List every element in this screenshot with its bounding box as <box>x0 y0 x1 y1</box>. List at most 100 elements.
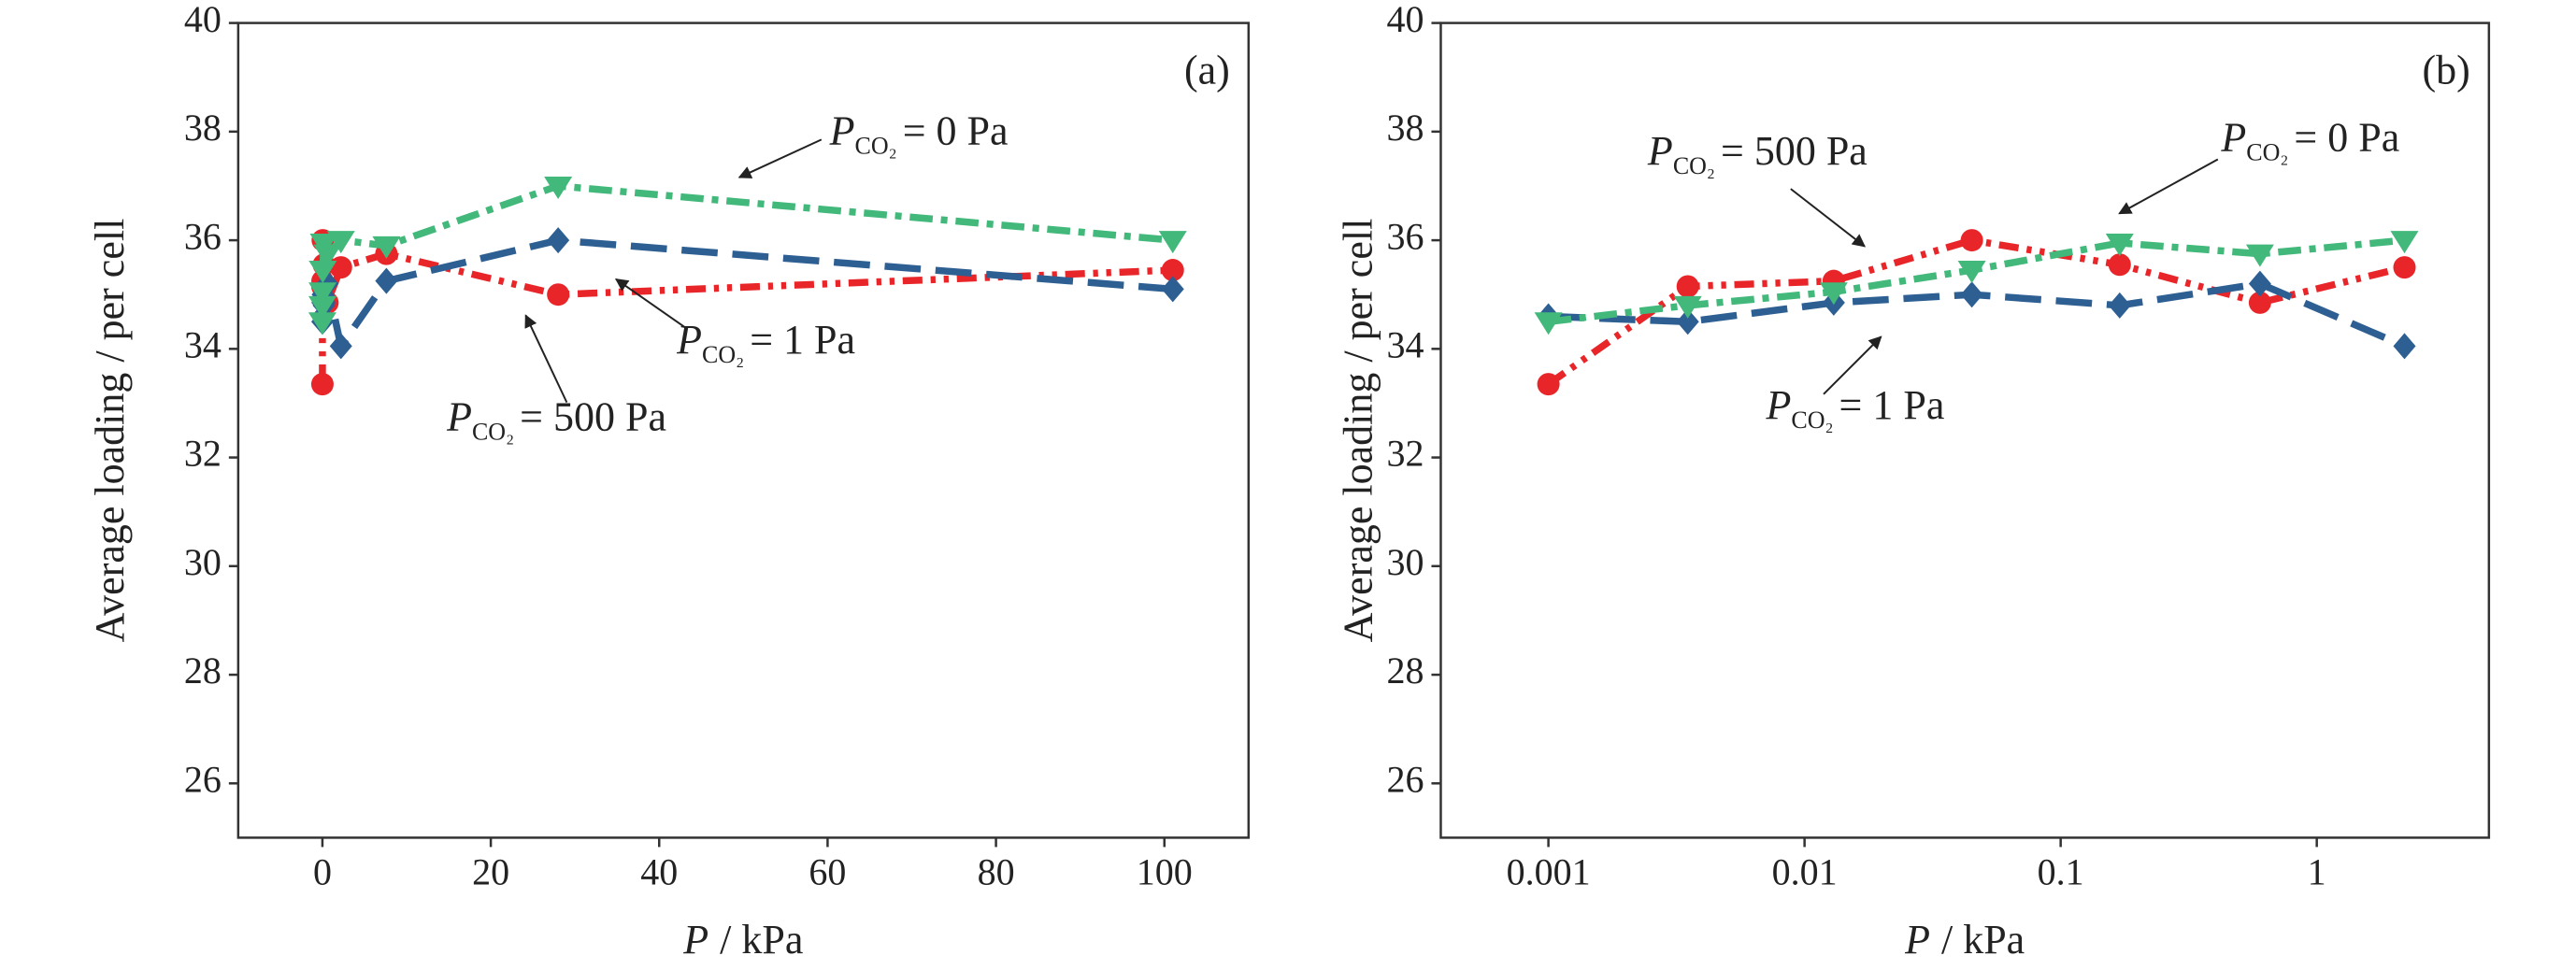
y-tick-label: 26 <box>1386 758 1424 800</box>
data-point <box>1534 312 1563 335</box>
x-axis-unit: / kPa <box>720 917 803 963</box>
data-point <box>308 312 336 335</box>
data-point <box>2108 292 2131 319</box>
y-tick-label: 38 <box>1386 107 1424 149</box>
y-tick-label: 40 <box>184 0 222 40</box>
annotation-text: = 500 Pa <box>520 394 666 440</box>
y-tick-label: 26 <box>184 758 222 800</box>
annotation-arrow <box>524 314 568 404</box>
annotation-subscript: CO₂ <box>855 133 897 160</box>
x-tick-label: 0.01 <box>1772 850 1838 892</box>
data-point <box>329 256 352 279</box>
y-tick-label: 34 <box>1386 323 1424 365</box>
data-point <box>308 282 337 306</box>
annotation-arrow <box>737 138 823 178</box>
y-tick-label: 40 <box>1386 0 1424 40</box>
data-point <box>313 244 342 267</box>
annotation-subscript: CO₂ <box>1673 152 1715 179</box>
data-point <box>547 227 570 254</box>
data-point <box>1960 281 1983 308</box>
data-point <box>1673 295 1702 319</box>
x-axis-unit: / kPa <box>1941 917 2025 963</box>
data-point <box>2108 253 2131 277</box>
data-point <box>326 231 355 254</box>
x-tick-label: 0.1 <box>2038 850 2084 892</box>
y-tick-label: 36 <box>1386 215 1424 257</box>
data-point <box>329 333 352 360</box>
data-point <box>2393 256 2416 279</box>
data-point <box>372 235 401 259</box>
data-point <box>1161 259 1184 282</box>
plot-frame <box>236 21 1251 839</box>
annotation-subscript: CO₂ <box>702 341 744 368</box>
annotation-symbol: P <box>1647 128 1673 174</box>
annotation-arrow <box>1823 335 1882 395</box>
annotation-subscript: CO₂ <box>2246 139 2288 166</box>
data-point <box>544 176 573 199</box>
series-line <box>319 236 1174 355</box>
annotation-symbol: P <box>446 394 472 440</box>
annotation-arrow <box>1790 188 1867 248</box>
x-axis-symbol: P <box>682 917 708 963</box>
plot-frame <box>1439 21 2491 839</box>
annotation-arrow <box>2118 158 2219 215</box>
x-tick-label: 100 <box>1137 850 1193 892</box>
data-point <box>1957 261 1986 284</box>
y-tick-label: 28 <box>184 649 222 692</box>
series-line <box>319 182 1174 322</box>
annotation-symbol: P <box>829 108 855 154</box>
series-line <box>319 239 1173 385</box>
y-axis-label: Average loading / per cell <box>1336 219 1381 643</box>
series-annotation: PCO₂ = 500 Pa <box>1647 128 1868 179</box>
series-annotation: PCO₂ = 1 Pa <box>1765 382 1944 434</box>
x-tick-label: 80 <box>978 850 1015 892</box>
y-tick-label: 28 <box>1386 649 1424 692</box>
y-tick-label: 36 <box>184 215 222 257</box>
annotation-subscript: CO₂ <box>472 419 514 446</box>
data-point <box>1819 282 1848 306</box>
data-point <box>1158 231 1187 254</box>
x-tick-label: 40 <box>640 850 678 892</box>
y-tick-label: 32 <box>1386 433 1424 475</box>
data-point <box>2245 244 2274 267</box>
annotation-text: = 0 Pa <box>2294 115 2399 161</box>
annotation-text: = 1 Pa <box>1839 382 1945 428</box>
x-tick-label: 0.001 <box>1507 850 1591 892</box>
x-axis-label: P / kPa <box>1904 917 2025 963</box>
data-point <box>2390 231 2419 254</box>
y-tick-label: 34 <box>184 323 222 365</box>
x-tick-label: 1 <box>2308 850 2326 892</box>
annotation-arrow <box>614 278 688 330</box>
data-point <box>308 295 336 319</box>
annotation-text: = 1 Pa <box>750 317 855 363</box>
annotation-symbol: P <box>1765 382 1791 428</box>
y-tick-label: 30 <box>1386 541 1424 583</box>
data-point <box>2248 291 2271 314</box>
x-tick-label: 60 <box>809 850 846 892</box>
data-point <box>1960 229 1983 252</box>
series-annotation: PCO₂ = 0 Pa <box>829 108 1009 160</box>
data-point <box>308 261 337 284</box>
y-tick-label: 38 <box>184 107 222 149</box>
series-annotation: PCO₂ = 1 Pa <box>676 317 855 368</box>
data-point <box>1537 373 1560 396</box>
panel-label: (b) <box>2423 48 2470 93</box>
data-point <box>310 373 334 396</box>
y-axis-label: Average loading / per cell <box>87 219 133 643</box>
panel-label: (a) <box>1184 48 1230 93</box>
data-point <box>375 267 398 294</box>
x-tick-label: 0 <box>313 850 332 892</box>
annotation-text: = 0 Pa <box>903 108 1009 154</box>
series-line <box>1548 236 2405 325</box>
x-tick-label: 20 <box>472 850 509 892</box>
data-point <box>2105 233 2134 256</box>
data-point <box>1161 276 1184 303</box>
annotation-symbol: P <box>2220 115 2246 161</box>
series-annotation: PCO₂ = 500 Pa <box>446 394 666 446</box>
x-axis-symbol: P <box>1904 917 1930 963</box>
data-point <box>547 283 570 307</box>
data-point <box>1676 275 1699 298</box>
data-point <box>2248 270 2271 297</box>
